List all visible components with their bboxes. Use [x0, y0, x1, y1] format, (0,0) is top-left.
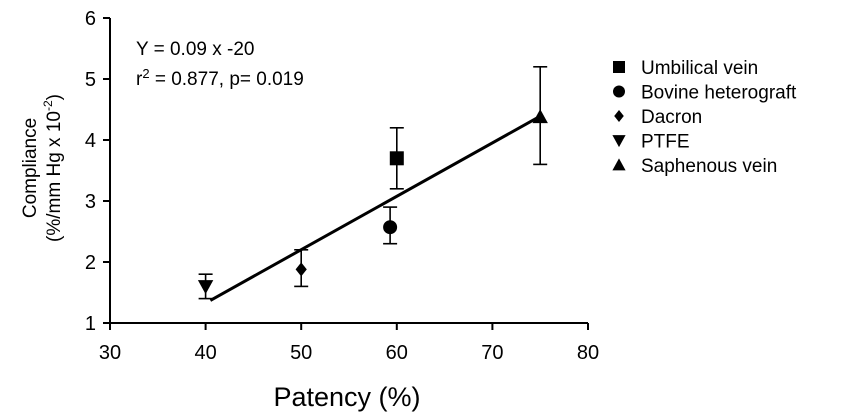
x-tick-label: 40	[194, 342, 216, 364]
point-ptfe	[197, 280, 214, 295]
legend-marker-saphenous-vein	[612, 158, 626, 171]
y-tick-label: 5	[85, 69, 96, 91]
point-dacron	[295, 262, 307, 277]
stats-annotation: Y = 0.09 x -20 r2 = 0.877, p= 0.019	[136, 39, 304, 90]
y-tick-label: 1	[85, 313, 96, 335]
point-bovine-heterograft	[383, 220, 398, 235]
y-tick-label: 4	[85, 130, 96, 152]
legend-label-umbilical-vein: Umbilical vein	[641, 58, 758, 79]
x-tick-label: 80	[577, 342, 599, 364]
legend-label-ptfe: PTFE	[641, 132, 690, 153]
data-points	[197, 66, 548, 300]
regression-stats: r2 = 0.877, p= 0.019	[136, 66, 304, 90]
y-axis-label-line1: Compliance	[20, 118, 41, 218]
x-tick-label: 30	[99, 342, 121, 364]
y-tick-label: 2	[85, 252, 96, 274]
x-tick-label: 60	[386, 342, 408, 364]
y-tick-label: 3	[85, 191, 96, 213]
legend-marker-ptfe	[612, 135, 626, 148]
y-axis-label-line2: (%/mm Hg x 10-2)	[41, 94, 65, 242]
y-ticks: 1 2 3 4 5 6	[85, 8, 110, 335]
y-axis-label: Compliance (%/mm Hg x 10-2)	[20, 94, 65, 242]
y-axis-label-exponent: -2	[41, 100, 55, 111]
x-ticks: 30 40 50 60 70 80	[99, 323, 599, 364]
y-tick-label: 6	[85, 8, 96, 30]
legend-label-bovine-heterograft: Bovine heterograft	[641, 83, 797, 104]
axes	[109, 18, 588, 324]
regression-equation: Y = 0.09 x -20	[136, 39, 254, 60]
point-saphenous-vein	[532, 109, 548, 124]
legend-marker-bovine-heterograft	[613, 85, 625, 98]
x-tick-label: 70	[481, 342, 503, 364]
legend-label-dacron: Dacron	[641, 107, 702, 128]
y-axis-label-units: (%/mm Hg x 10	[44, 111, 65, 242]
y-axis-label-close: )	[44, 94, 65, 100]
r-symbol: r	[136, 69, 143, 90]
regression-line	[209, 114, 541, 302]
legend-marker-dacron	[614, 110, 624, 122]
r-squared-value: = 0.877, p= 0.019	[150, 69, 304, 90]
legend: Umbilical vein Bovine heterograft Dacron PT…	[612, 58, 797, 177]
x-axis-label: Patency (%)	[273, 382, 420, 412]
r-squared-exponent: 2	[142, 66, 149, 81]
point-umbilical-vein	[389, 151, 404, 166]
legend-label-saphenous-vein: Saphenous vein	[641, 156, 777, 177]
legend-marker-umbilical-vein	[613, 61, 625, 73]
x-tick-label: 50	[290, 342, 312, 364]
